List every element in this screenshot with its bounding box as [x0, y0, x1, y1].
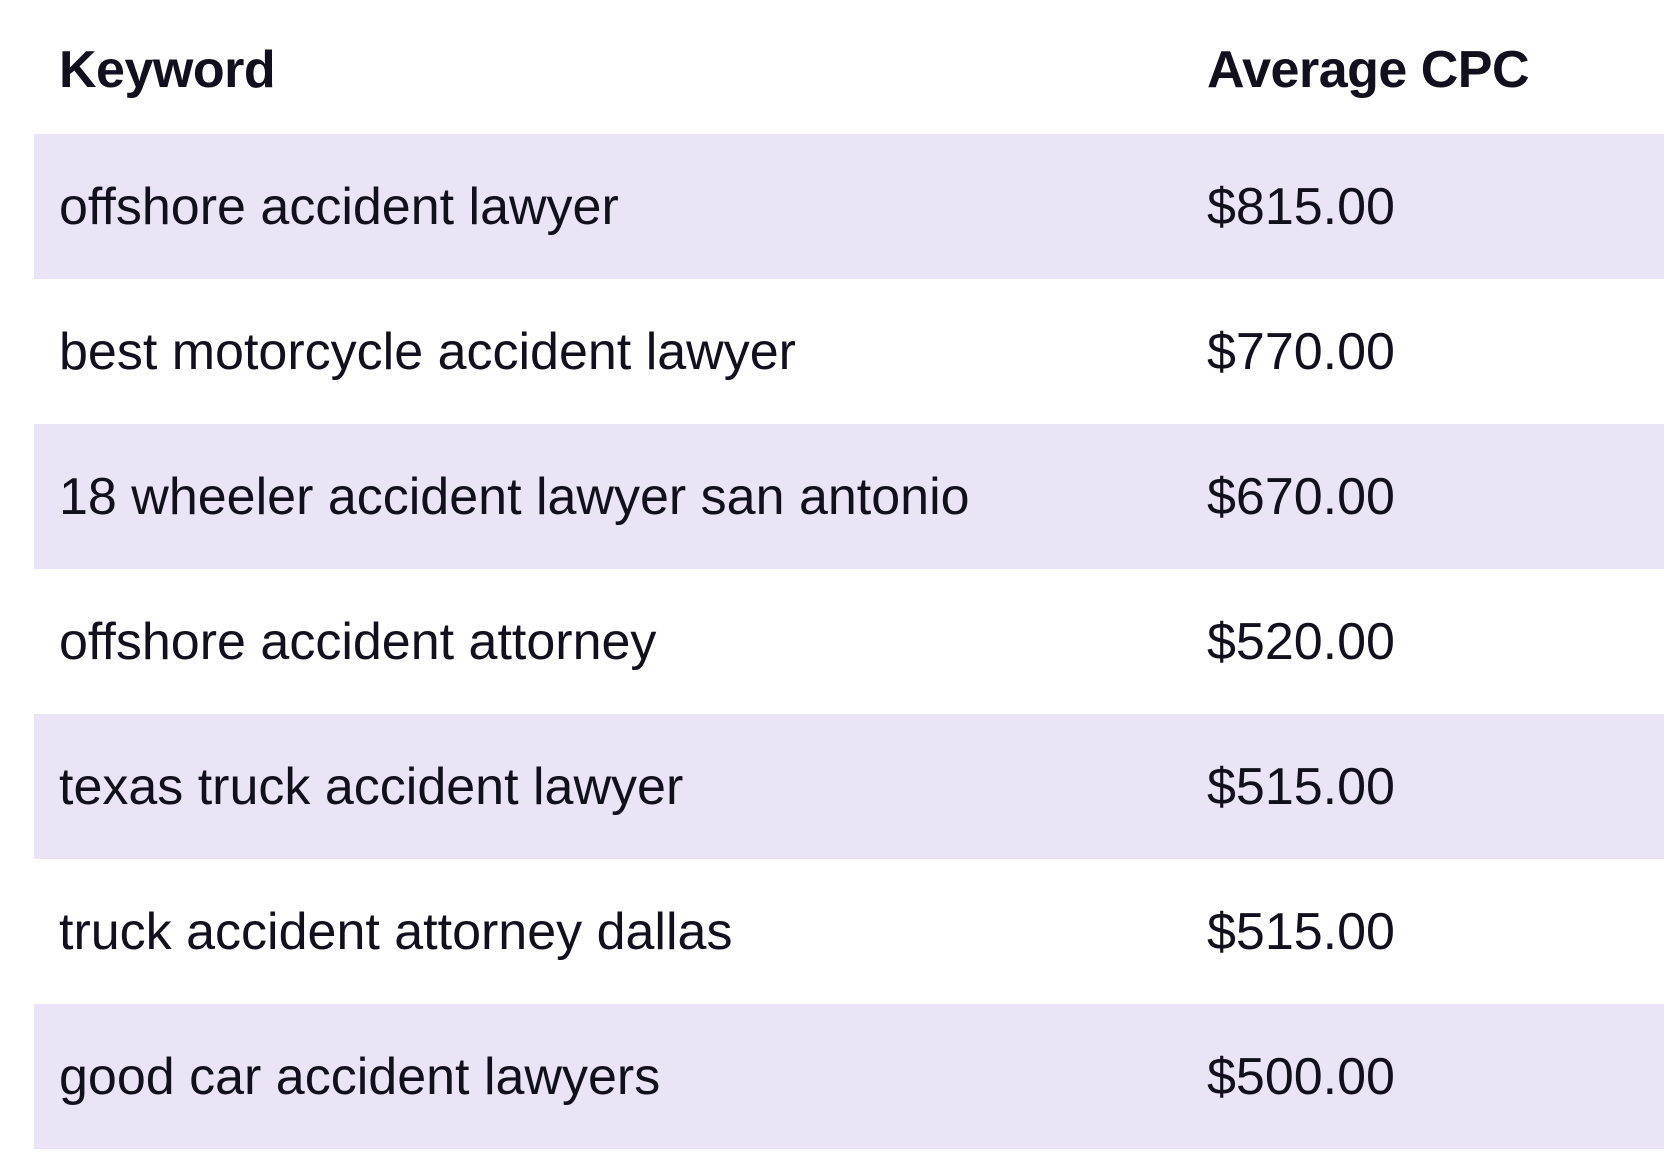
cpc-cell: $515.00	[1207, 902, 1395, 961]
keyword-cell: texas truck accident lawyer	[59, 757, 684, 816]
cpc-cell: $815.00	[1207, 177, 1395, 236]
table-row: good car accident lawyers $500.00	[34, 1004, 1664, 1149]
table-row: texas truck accident lawyer $515.00	[34, 714, 1664, 859]
cpc-cell: $770.00	[1207, 322, 1395, 381]
cpc-cell: $500.00	[1207, 1047, 1395, 1106]
keyword-cell: 18 wheeler accident lawyer san antonio	[59, 467, 970, 526]
table-row: truck accident attorney dallas $515.00	[34, 859, 1664, 1004]
keyword-cpc-table: Keyword Average CPC offshore accident la…	[34, 0, 1664, 1149]
cpc-column-header: Average CPC	[1207, 41, 1530, 99]
table-row: offshore accident lawyer $815.00	[34, 134, 1664, 279]
keyword-cell: offshore accident attorney	[59, 612, 657, 671]
cpc-cell: $515.00	[1207, 757, 1395, 816]
keyword-cell: offshore accident lawyer	[59, 177, 619, 236]
cpc-cell: $520.00	[1207, 612, 1395, 671]
table-row: best motorcycle accident lawyer $770.00	[34, 279, 1664, 424]
table-row: offshore accident attorney $520.00	[34, 569, 1664, 714]
keyword-cell: truck accident attorney dallas	[59, 902, 733, 961]
cpc-cell: $670.00	[1207, 467, 1395, 526]
keyword-cell: best motorcycle accident lawyer	[59, 322, 796, 381]
keyword-cell: good car accident lawyers	[59, 1047, 661, 1106]
keyword-column-header: Keyword	[59, 41, 276, 99]
table-header-row: Keyword Average CPC	[34, 0, 1664, 134]
table-row: 18 wheeler accident lawyer san antonio $…	[34, 424, 1664, 569]
